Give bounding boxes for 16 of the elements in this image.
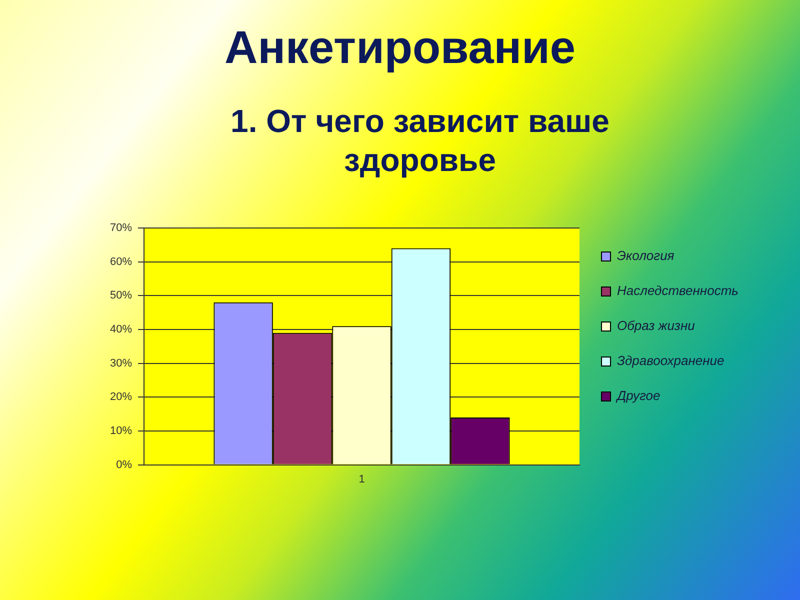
- x-tick-label: 1: [358, 473, 365, 486]
- y-tick-label: 60%: [110, 256, 132, 268]
- y-tick-label: 50%: [110, 290, 132, 302]
- y-tick-label: 70%: [110, 222, 132, 234]
- y-tick-label: 0%: [116, 458, 132, 471]
- legend-label: Образ жизни: [617, 318, 695, 334]
- y-tick-label: 20%: [110, 391, 132, 404]
- legend-label: Другое: [615, 388, 660, 404]
- legend-label: Наследственность: [617, 283, 739, 298]
- legend-label: Здравоохранение: [617, 353, 724, 368]
- chart-subtitle: 1. От чего зависит ваше здоровье: [230, 102, 610, 180]
- y-tick-label: 30%: [110, 357, 132, 370]
- chart-title: Анкетирование: [224, 20, 576, 75]
- y-tick-label: 40%: [110, 324, 132, 336]
- y-tick-label: 10%: [110, 425, 132, 438]
- legend-label: Экология: [617, 248, 674, 264]
